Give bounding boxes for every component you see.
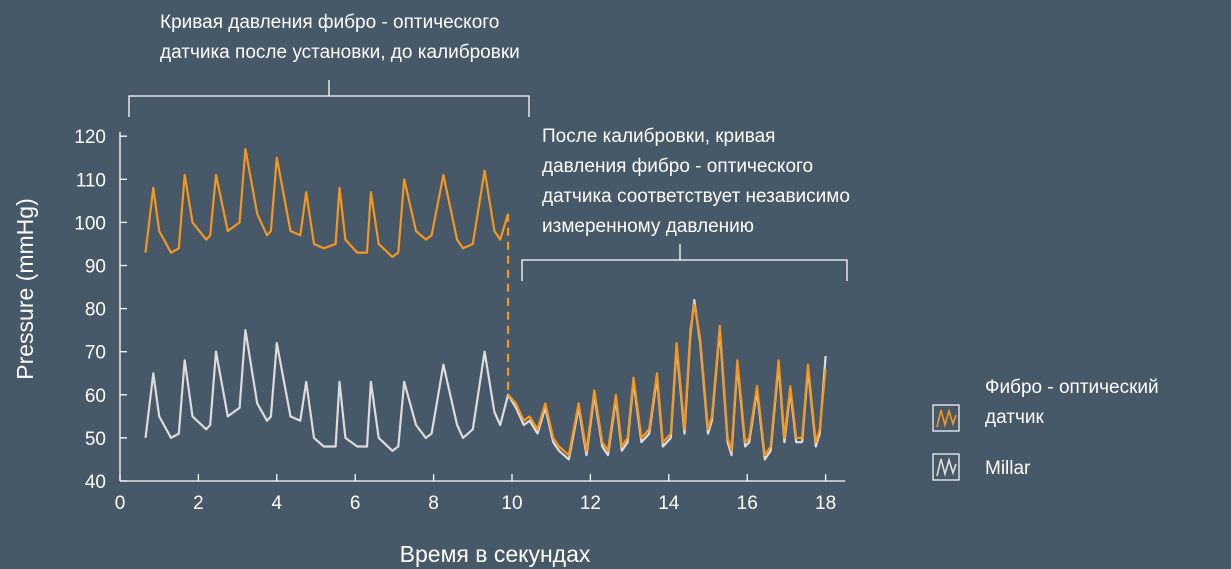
x-tick-label: 4	[272, 493, 283, 514]
legend-swatch-box	[932, 404, 960, 432]
x-tick-label: 8	[428, 493, 439, 514]
x-tick-label: 16	[737, 493, 758, 514]
annotation-before-line: Кривая давления фибро - оптического	[160, 12, 499, 33]
y-tick-label: 50	[85, 429, 106, 450]
y-tick-label: 110	[76, 170, 106, 191]
legend-millar: Millar	[932, 453, 1031, 481]
legend-fiber: Фибро - оптический датчик	[932, 377, 1159, 432]
series-line-fiber-before	[144, 148, 510, 258]
x-tick-label: 12	[580, 493, 601, 514]
x-tick-label: 0	[115, 493, 126, 514]
x-tick-label: 2	[193, 493, 204, 514]
legend: Фибро - оптический датчик Millar	[932, 377, 1159, 481]
x-tick-label: 14	[658, 493, 680, 514]
legend-label: Millar	[985, 458, 1031, 479]
legend-wave-icon	[936, 457, 957, 478]
y-tick-label: 60	[85, 386, 106, 407]
y-tick-label: 70	[85, 343, 106, 364]
legend-wave-icon	[936, 408, 957, 429]
x-tick-label: 18	[815, 493, 836, 514]
legend-label: Фибро - оптический	[985, 377, 1159, 398]
annotation-after-line: После калибровки, кривая	[542, 126, 775, 147]
annotation-after-line: датчика соответствует независимо	[542, 186, 850, 207]
y-tick-label: 120	[74, 127, 106, 148]
legend-label: датчик	[985, 407, 1044, 428]
y-tick-label: 80	[85, 300, 106, 321]
y-tick-label: 100	[74, 213, 106, 234]
bracket-before	[128, 80, 530, 117]
bracket-after	[521, 244, 848, 281]
annotation-before-line: датчика после установки, до калибровки	[160, 42, 520, 63]
series-layer	[144, 148, 827, 461]
y-tick-label: 40	[85, 472, 106, 493]
y-tick-label: 90	[85, 257, 106, 278]
annotation-after-line: давления фибро - оптического	[542, 156, 813, 177]
y-axis-title: Pressure (mmHg)	[12, 198, 38, 379]
series-line-fiber-after	[507, 303, 827, 457]
x-tick-label: 6	[350, 493, 361, 514]
x-axis-title: Время в секундах	[400, 541, 591, 567]
annotation-layer: Кривая давления фибро - оптического датчи…	[128, 12, 850, 281]
annotation-after-line: измеренному давлению	[542, 216, 754, 237]
x-tick-label: 10	[501, 493, 522, 514]
legend-swatch-box	[932, 453, 960, 481]
axes: 0 2 4 6 8 10 12 14 16 18 40 50 60 70 80 90 100 110 120	[74, 127, 846, 514]
